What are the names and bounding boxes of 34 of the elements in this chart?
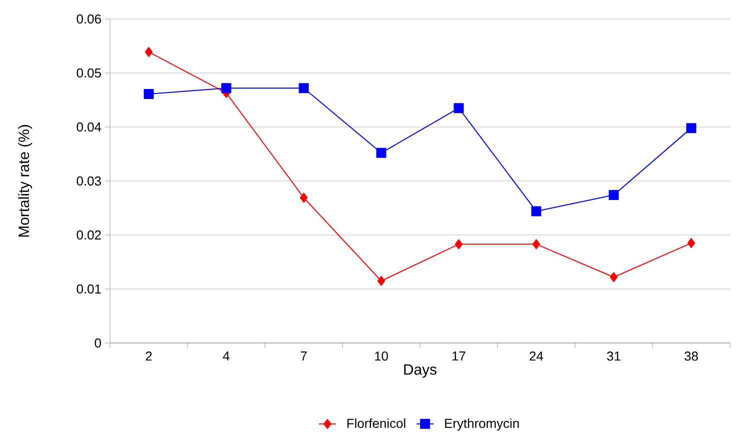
x-tick-label: 31 bbox=[607, 352, 620, 361]
y-tick-label: 0.01 bbox=[76, 284, 101, 294]
x-tick-label: 10 bbox=[375, 352, 388, 361]
y-axis-title: Mortality rate (%) bbox=[18, 125, 32, 237]
point bbox=[144, 46, 153, 57]
x-tick-label: 17 bbox=[452, 352, 466, 360]
y-tick-label: 0 bbox=[94, 338, 101, 348]
x-tick-label: 38 bbox=[684, 352, 698, 361]
point bbox=[687, 238, 696, 248]
point bbox=[531, 206, 542, 216]
x-axis-title: Days bbox=[404, 364, 436, 378]
y-tick-label: 0.03 bbox=[76, 176, 101, 186]
point bbox=[686, 123, 696, 134]
point bbox=[610, 272, 618, 282]
y-tick-label: 0.05 bbox=[76, 68, 101, 78]
y-tick-label: 0.02 bbox=[76, 230, 101, 240]
x-tick-label: 2 bbox=[146, 352, 152, 361]
point bbox=[144, 89, 154, 100]
point bbox=[376, 148, 386, 158]
y-tick-label: 0.06 bbox=[76, 14, 101, 24]
x-tick-label: 7 bbox=[300, 352, 307, 360]
point bbox=[532, 239, 540, 250]
point bbox=[454, 239, 463, 250]
point bbox=[454, 103, 464, 114]
legend-label: Erythromycin bbox=[445, 418, 519, 431]
point bbox=[377, 276, 386, 286]
y-tick-label: 0.04 bbox=[76, 122, 102, 132]
point bbox=[608, 190, 619, 200]
point bbox=[221, 83, 232, 94]
x-tick-label: 24 bbox=[530, 352, 544, 361]
legend-label: Florfenicol bbox=[347, 418, 406, 428]
x-tick-label: 4 bbox=[222, 352, 230, 360]
point bbox=[298, 83, 309, 94]
point bbox=[300, 192, 308, 203]
